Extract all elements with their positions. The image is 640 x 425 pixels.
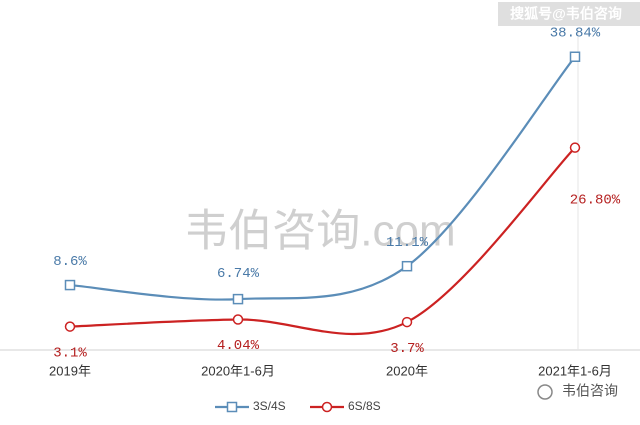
data-label: 26.80% [570,192,621,208]
marker [569,51,581,63]
data-label: 3.1% [53,345,87,361]
data-label: 3.7% [390,341,424,357]
x-tick-label: 2019年 [49,363,91,378]
data-label: 38.84% [550,25,601,41]
marker [569,142,581,153]
x-tick-label: 2020年1-6月 [201,363,275,378]
marker [64,321,76,332]
marker [232,293,244,305]
data-label: 4.04% [217,338,260,354]
watermark: 韦伯咨询 [562,383,618,399]
legend-label: 3S/4S [253,399,286,413]
data-label: 6.74% [217,266,260,282]
legend-label: 6S/8S [348,399,381,413]
watermark: 韦伯咨询.com [184,207,455,256]
marker [401,316,413,328]
watermark: 搜狐号@韦伯咨询 [510,6,622,22]
data-label: 8.6% [53,254,87,270]
legend-marker [321,401,333,413]
x-tick-label: 2020年 [386,363,428,378]
series-line [69,146,576,336]
x-tick-label: 2021年1-6月 [538,363,612,378]
watermark-bg [498,2,640,26]
watermark-icon [537,384,553,400]
legend-marker [226,401,238,413]
marker [401,260,413,272]
marker [232,314,244,325]
marker [64,279,76,291]
series-line [69,56,576,301]
data-label: 11.1% [386,235,429,251]
